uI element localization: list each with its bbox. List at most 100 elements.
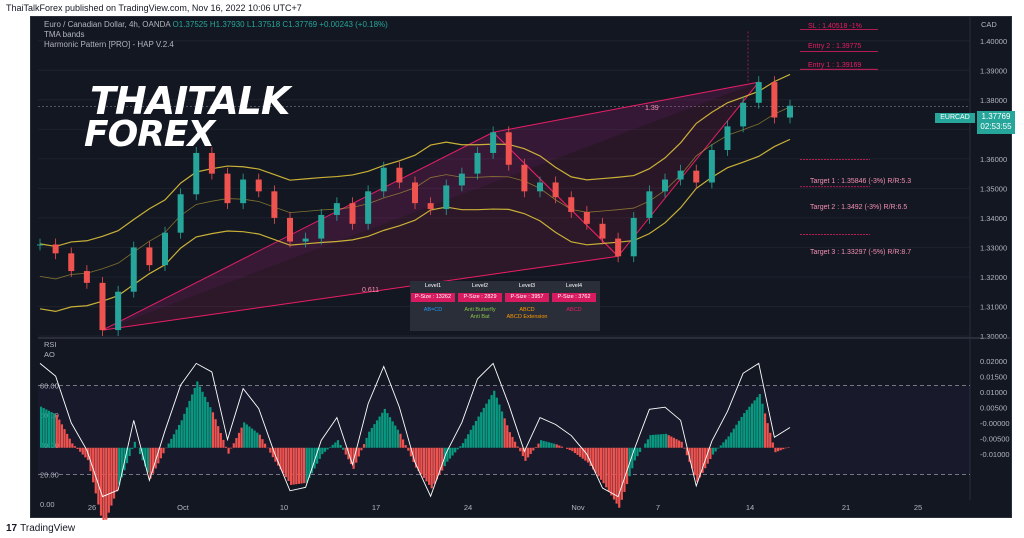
candle-body <box>224 173 231 204</box>
ao-bar <box>625 447 629 485</box>
ao-bar <box>201 391 204 448</box>
ao-bar <box>178 424 181 448</box>
publish-header: ThaiTalkForex published on TradingView.c… <box>0 0 1024 16</box>
ao-bar <box>787 447 790 448</box>
ao-bar <box>709 447 712 460</box>
symbol-tag: EURCAD <box>935 113 975 123</box>
ao-bar <box>498 404 501 448</box>
ao-bar <box>214 419 217 448</box>
ao-tick: -0.01000 <box>980 450 1010 459</box>
ao-bar <box>763 413 767 448</box>
ao-bar <box>745 409 748 448</box>
time-tick: 7 <box>656 503 660 512</box>
ao-bar <box>300 447 303 484</box>
ao-bar <box>446 447 449 462</box>
candle-body <box>490 132 497 153</box>
ao-bar <box>391 421 394 448</box>
ao-bar <box>756 397 759 448</box>
currency-label: CAD <box>981 20 997 29</box>
ao-bar <box>665 433 668 448</box>
ao-bar <box>401 439 405 448</box>
ao-bar <box>237 432 241 448</box>
candle-body <box>302 238 309 242</box>
ao-bar <box>331 444 334 448</box>
ao-bar <box>750 403 754 448</box>
ao-bar <box>573 447 577 454</box>
ao-bar <box>258 434 261 448</box>
candle-body <box>552 182 559 198</box>
ao-bar <box>120 447 123 478</box>
ao-bar <box>610 447 613 496</box>
indicator-tma[interactable]: TMA bands <box>44 30 85 39</box>
ao-bar <box>115 447 118 492</box>
indicator-harmonic[interactable]: Harmonic Pattern [PRO] - HAP V.2.4 <box>44 40 174 49</box>
symbol-title: Euro / Canadian Dollar, 4h, OANDA <box>44 20 171 29</box>
ao-bar <box>131 447 134 449</box>
level1-header: Level1 <box>424 283 442 289</box>
ao-bar <box>649 435 652 448</box>
ao-bar <box>480 412 483 448</box>
ao-bar <box>714 447 717 452</box>
ao-bar <box>50 412 53 448</box>
candle-body <box>318 214 325 239</box>
ao-bar <box>63 429 66 448</box>
ao-bar <box>84 447 87 458</box>
ao-bar <box>222 439 225 448</box>
ao-bar <box>657 434 660 448</box>
ao-bar <box>435 447 439 480</box>
ao-tick: 0.00500 <box>980 404 1007 413</box>
target1-label: Target 1 : 1.35846 (-3%) R/R:5.3 <box>810 178 912 185</box>
level2-psize: P-Size : 2829 <box>458 293 502 302</box>
candle-body <box>568 197 575 212</box>
ao-bar <box>261 439 264 448</box>
candle-body <box>521 164 528 192</box>
candle-body <box>615 238 622 257</box>
candle-body <box>177 194 184 233</box>
ao-bar <box>271 447 274 458</box>
ao-bar <box>592 447 595 470</box>
ao-bar <box>680 441 683 448</box>
ao-bar <box>737 420 741 448</box>
ao-bar <box>370 427 373 448</box>
ao-bar <box>482 407 485 448</box>
ao-bar <box>448 447 452 459</box>
ao-bar <box>743 413 746 448</box>
price-tick: 1.35000 <box>980 184 1007 193</box>
last-price-tag: 1.37769 02:53:55 <box>977 111 1015 134</box>
ao-bar <box>198 386 202 448</box>
ao-bar <box>696 447 699 482</box>
ao-bar <box>47 410 51 448</box>
tradingview-logo[interactable]: 17 TradingView <box>6 523 75 534</box>
ao-bar <box>433 447 436 484</box>
ao-bar <box>782 447 785 450</box>
footer: 17 TradingView <box>0 520 1024 538</box>
candle-body <box>208 152 215 174</box>
ao-bar <box>672 437 676 448</box>
ao-bar <box>308 447 311 479</box>
ao-bar <box>651 434 655 448</box>
thaitalk-logo: THAITALK FOREX <box>84 82 290 153</box>
ao-bar <box>355 447 358 463</box>
candle-body <box>505 132 512 165</box>
ao-bar <box>250 428 254 448</box>
ao-tick: -0.00500 <box>980 435 1010 444</box>
ao-bar <box>81 447 84 455</box>
ao-bar <box>107 447 110 513</box>
ao-bar <box>495 397 498 448</box>
ao-bar <box>334 442 337 448</box>
ao-bar <box>396 429 399 448</box>
ao-bar <box>269 447 272 453</box>
chart-legend: Euro / Canadian Dollar, 4h, OANDA O1.375… <box>44 20 388 50</box>
ao-bar <box>92 447 95 483</box>
candle-body <box>458 173 465 186</box>
ao-bar <box>766 423 769 448</box>
ao-bar <box>701 447 704 473</box>
price-tick: 1.38000 <box>980 96 1007 105</box>
ao-bar <box>191 394 194 448</box>
ao-bar <box>584 447 587 461</box>
ao-bar <box>769 432 772 448</box>
ohlc-values: O1.37525 H1.37930 L1.37518 C1.37769 +0.0… <box>172 20 388 29</box>
ao-title: AO <box>44 350 55 359</box>
ao-bar <box>722 442 725 448</box>
